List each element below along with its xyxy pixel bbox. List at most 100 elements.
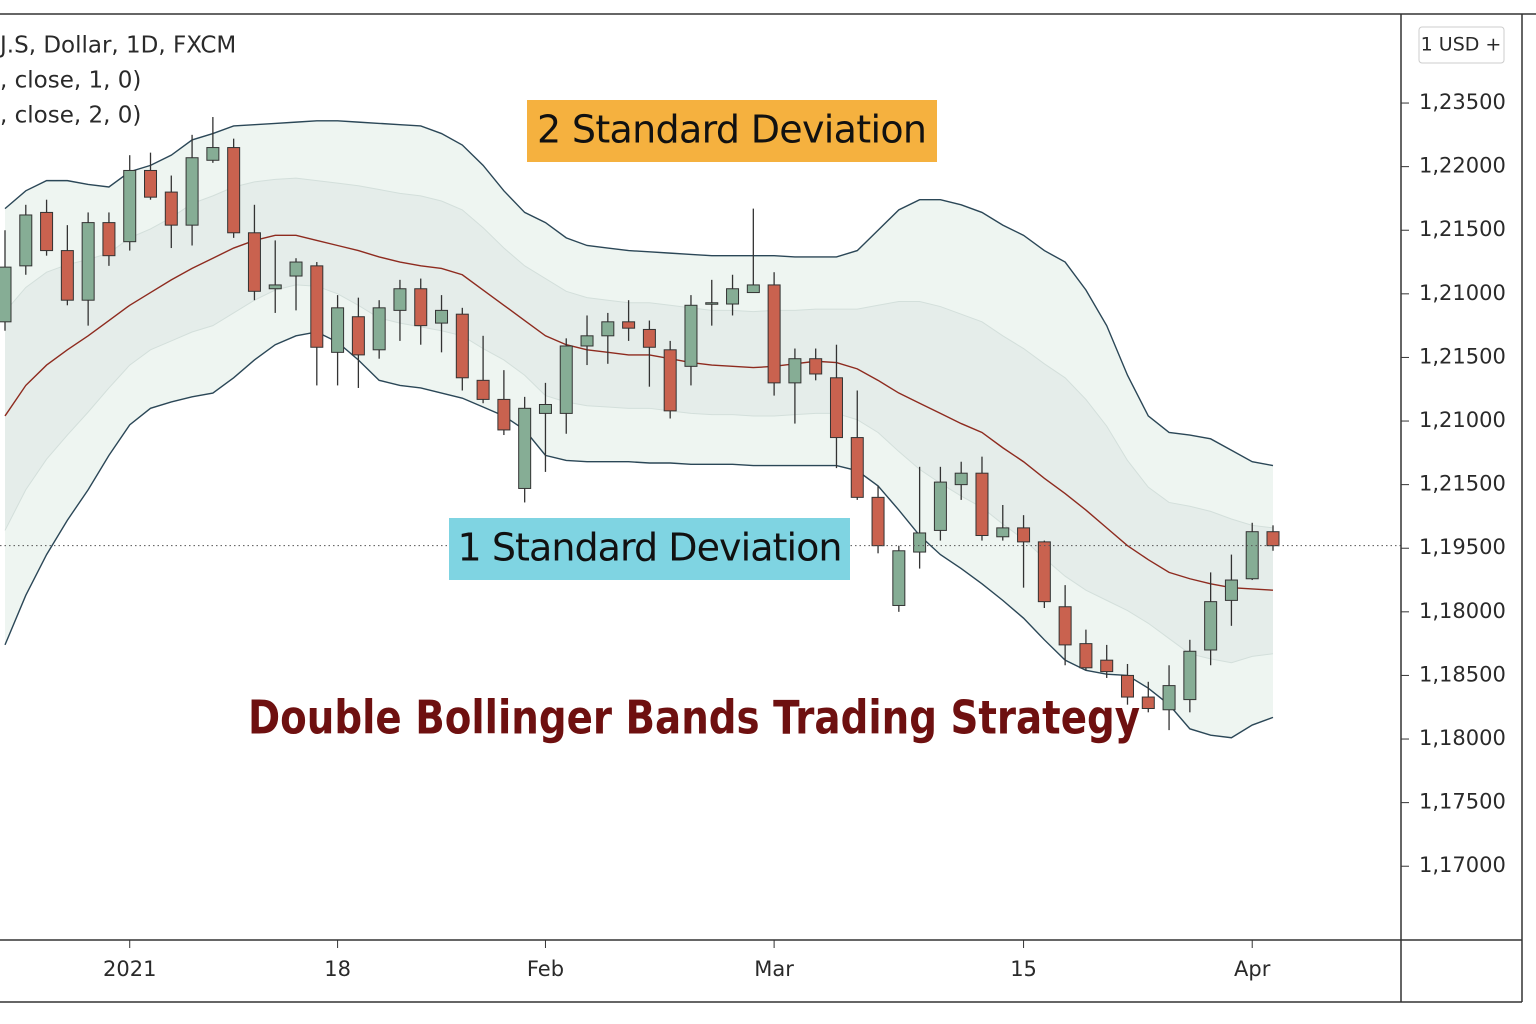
y-tick-label: 1,21500 — [1419, 344, 1506, 368]
candle-body — [954, 472, 968, 486]
y-tick-label: 1,21500 — [1419, 217, 1506, 241]
candle-body — [601, 321, 615, 337]
candle-body — [1204, 601, 1218, 651]
candle-body — [684, 304, 698, 367]
x-tick-label: 2021 — [103, 957, 156, 981]
candle-body — [996, 527, 1010, 538]
candle-body — [1245, 531, 1259, 580]
candle-body — [622, 321, 636, 329]
candle-body — [871, 496, 885, 547]
annotation-box — [449, 518, 850, 580]
candle-body — [1141, 696, 1155, 709]
x-tick-label: Mar — [754, 957, 794, 981]
candle-body — [351, 316, 365, 356]
band-line — [4, 284, 1274, 664]
frame — [0, 13, 1536, 1003]
annotation: 1 Standard Deviation — [458, 526, 843, 570]
candle-body — [580, 335, 594, 347]
candle-body — [788, 358, 802, 384]
candle-body — [331, 307, 345, 353]
y-tick-label: 1,21000 — [1419, 281, 1506, 305]
candle-body — [1100, 659, 1114, 673]
band-line — [4, 120, 1274, 467]
y-tick-label: 1,17500 — [1419, 790, 1506, 814]
legend-symbol: J.S, Dollar, 1D, FXCM — [0, 33, 236, 59]
candle-body — [476, 379, 490, 400]
currency-box[interactable] — [1418, 26, 1505, 64]
annotation-box — [527, 100, 937, 162]
candle-body — [268, 284, 282, 290]
annotation: 2 Standard Deviation — [537, 108, 927, 152]
candle-body — [809, 358, 823, 375]
candle-body — [913, 532, 927, 553]
candle-body — [975, 472, 989, 537]
candle-body — [829, 377, 843, 439]
candle-body — [435, 309, 449, 324]
candle-body — [1079, 643, 1093, 669]
y-tick-label: 1,21000 — [1419, 408, 1506, 432]
legend-band-2: , close, 2, 0) — [0, 103, 141, 129]
candle-body — [726, 288, 740, 305]
candle-body — [185, 157, 199, 226]
candle-body — [559, 345, 573, 414]
x-tick-label: Feb — [527, 957, 564, 981]
candle-body — [372, 307, 386, 351]
y-tick-label: 1,19500 — [1419, 535, 1506, 559]
candle-body — [767, 284, 781, 384]
candle-body — [227, 147, 241, 234]
candle-body — [289, 261, 303, 277]
currency-button[interactable]: 1 USD + — [1418, 26, 1505, 64]
candle-body — [746, 284, 760, 294]
currency-label[interactable]: 1 USD + — [1421, 34, 1502, 56]
y-tick-label: 1,18000 — [1419, 599, 1506, 623]
y-tick-label: 1,18000 — [1419, 726, 1506, 750]
candle-body — [933, 481, 947, 531]
candle-body — [1120, 674, 1134, 698]
candle-body — [455, 313, 469, 379]
x-tick-label: 18 — [324, 957, 351, 981]
candle-body — [81, 222, 95, 301]
band-fill — [5, 178, 1273, 663]
candle-body — [144, 169, 158, 198]
candle-body — [0, 266, 12, 323]
candle-body — [892, 550, 906, 606]
candle-body — [206, 147, 220, 161]
legend-band-1: , close, 1, 0) — [0, 68, 141, 94]
candle-body — [393, 288, 407, 311]
candle-body — [1037, 541, 1051, 603]
candle-body — [1266, 531, 1280, 547]
x-tick-label: 15 — [1010, 957, 1037, 981]
candle-body — [40, 211, 54, 252]
band-line — [4, 331, 1274, 739]
band-line — [4, 234, 1274, 591]
chart-title: Double Bollinger Bands Trading Strategy — [248, 691, 1140, 745]
candle-body — [123, 169, 137, 243]
candle-body — [19, 214, 33, 267]
candle-body — [1183, 650, 1197, 701]
candle-body — [1224, 579, 1238, 601]
y-tick-label: 1,22000 — [1419, 154, 1506, 178]
candle-body — [705, 302, 719, 305]
candle-body — [1162, 685, 1176, 711]
candle-body — [1017, 527, 1031, 543]
candle-body — [247, 232, 261, 292]
candle-body — [310, 265, 324, 348]
plot-area — [0, 117, 1401, 739]
x-tick-label: Apr — [1234, 957, 1271, 981]
candle-body — [414, 288, 428, 327]
candle-body — [60, 250, 74, 301]
candle-body — [850, 437, 864, 498]
candle-body — [538, 403, 552, 414]
y-tick-label: 1,18500 — [1419, 662, 1506, 686]
candle-body — [102, 222, 116, 257]
candle-body — [1058, 606, 1072, 646]
candle-body — [642, 328, 656, 348]
candle-body — [663, 349, 677, 412]
band-line — [4, 177, 1274, 529]
candle-body — [518, 407, 532, 489]
y-tick-label: 1,21500 — [1419, 472, 1506, 496]
y-tick-label: 1,23500 — [1419, 90, 1506, 114]
candle-body — [164, 191, 178, 226]
